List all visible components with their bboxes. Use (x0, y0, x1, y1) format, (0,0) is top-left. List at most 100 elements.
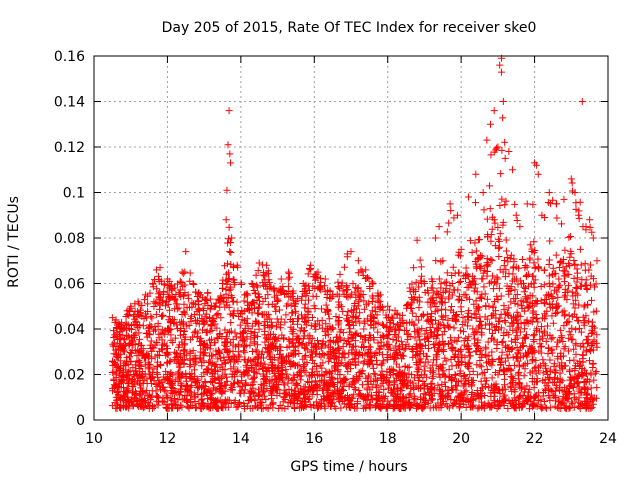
y-tick-label: 0 (76, 413, 85, 429)
data-point (339, 307, 347, 315)
data-point (565, 270, 573, 278)
data-point (593, 384, 601, 392)
data-point (437, 280, 445, 288)
data-point (274, 297, 282, 305)
data-point (343, 253, 351, 261)
data-point (225, 107, 233, 115)
data-point (587, 281, 595, 289)
data-point (249, 280, 257, 288)
data-point (384, 346, 392, 354)
data-point (384, 302, 392, 310)
data-point (511, 200, 519, 208)
data-point (513, 354, 521, 362)
data-point (509, 264, 517, 272)
data-point (190, 281, 198, 289)
data-point (510, 295, 518, 303)
data-point (501, 154, 509, 162)
data-point (462, 264, 470, 272)
data-point (486, 205, 494, 213)
data-point (577, 261, 585, 269)
y-tick-label: 0.06 (54, 277, 85, 293)
data-point (474, 405, 482, 413)
data-point (248, 280, 256, 287)
data-point (425, 345, 433, 353)
data-point (227, 399, 235, 407)
data-point (346, 325, 354, 333)
data-point (468, 248, 476, 256)
data-point (409, 309, 417, 317)
data-point (223, 186, 231, 194)
data-point (356, 309, 364, 317)
data-point (560, 195, 568, 203)
data-point (545, 279, 553, 287)
data-point (425, 337, 433, 345)
data-point (431, 340, 439, 348)
data-point (345, 350, 353, 358)
data-point (193, 293, 201, 301)
data-point (153, 369, 161, 377)
data-point (546, 404, 554, 412)
data-point (234, 357, 242, 365)
data-point (322, 301, 330, 309)
data-point (533, 315, 541, 323)
data-point (357, 368, 365, 376)
data-point (402, 341, 410, 349)
data-point (204, 365, 212, 373)
data-point (496, 61, 504, 69)
data-point (513, 275, 521, 283)
data-point (219, 285, 227, 293)
data-point (482, 302, 490, 310)
data-point (337, 404, 345, 412)
data-point (530, 259, 538, 267)
data-point (438, 305, 446, 313)
data-point (284, 275, 292, 283)
data-point (226, 150, 234, 158)
data-point (456, 278, 464, 286)
data-point (351, 386, 359, 394)
data-point (497, 170, 505, 178)
data-point (445, 219, 453, 227)
data-point (227, 248, 235, 256)
data-point (180, 300, 188, 308)
data-point (495, 367, 503, 375)
data-point (487, 255, 495, 263)
data-point (469, 367, 477, 375)
data-point (489, 285, 497, 293)
data-point (224, 141, 232, 149)
data-point (588, 296, 596, 304)
data-point (108, 314, 116, 322)
data-point (312, 292, 320, 300)
data-point (228, 234, 236, 242)
data-point (420, 362, 428, 370)
data-point (579, 313, 587, 321)
data-point (408, 371, 416, 379)
data-point (542, 404, 550, 412)
data-point (566, 233, 574, 241)
data-point (282, 311, 290, 319)
data-point (487, 237, 495, 245)
data-point (513, 216, 521, 224)
data-points (108, 54, 601, 413)
data-point (539, 369, 547, 377)
data-point (126, 325, 134, 333)
data-point (515, 393, 523, 401)
data-point (590, 376, 598, 384)
data-point (445, 366, 453, 374)
data-point (575, 214, 583, 222)
data-point (234, 263, 242, 271)
data-point (503, 351, 511, 359)
data-point (147, 312, 155, 320)
data-point (281, 318, 289, 326)
data-point (532, 161, 540, 169)
data-point (301, 304, 309, 312)
data-point (455, 248, 463, 256)
data-point (275, 404, 283, 412)
data-point (405, 363, 413, 371)
data-point (240, 297, 248, 305)
data-point (591, 283, 599, 291)
data-point (501, 316, 509, 324)
data-point (568, 288, 576, 296)
data-point (216, 303, 224, 311)
x-tick-label: 10 (85, 431, 103, 447)
data-point (561, 246, 569, 254)
